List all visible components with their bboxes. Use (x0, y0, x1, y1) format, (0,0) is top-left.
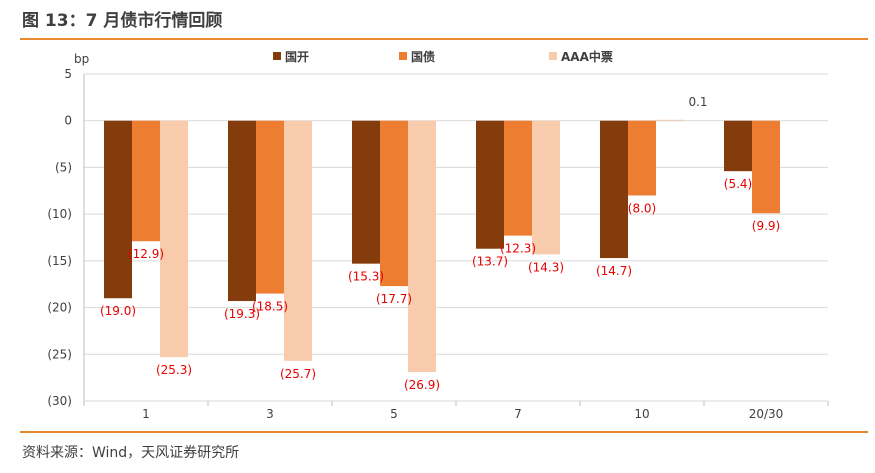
data-label: (15.3) (348, 270, 384, 284)
bar-国债-7 (504, 120, 532, 236)
data-label: (12.3) (500, 242, 536, 256)
data-label: (13.7) (472, 255, 508, 269)
bar-国债-1 (132, 120, 160, 242)
data-label: (17.7) (376, 292, 412, 306)
data-label: (14.7) (596, 264, 632, 278)
legend-label: 国债 (411, 49, 435, 64)
data-label: (19.3) (224, 307, 260, 321)
y-tick-label: (5) (55, 160, 72, 174)
data-label: (9.9) (752, 219, 780, 233)
bar-AAA中票-3 (284, 120, 312, 361)
data-label: (19.0) (100, 304, 136, 318)
data-label: (25.7) (280, 367, 316, 381)
bar-AAA中票-10 (656, 119, 684, 121)
axis-layer: 5 0 (5) (10) (15) (20) (25) (30) bp 1 3 5 7 10 20/30 (47, 52, 829, 421)
bar-国开-3 (228, 120, 256, 302)
source-note: 资料来源：Wind，天风证券研究所 (22, 445, 240, 461)
data-label: (8.0) (628, 201, 656, 215)
y-unit-label: bp (74, 52, 89, 66)
x-tick-label: 20/30 (749, 407, 784, 421)
y-tick-label: (20) (47, 301, 72, 315)
data-label: (26.9) (404, 378, 440, 392)
bar-layer (104, 119, 780, 373)
bar-国开-5 (352, 120, 380, 264)
bar-AAA中票-5 (408, 120, 436, 373)
legend-label: 国开 (285, 50, 309, 64)
legend-swatch (549, 52, 557, 60)
bar-国债-3 (256, 120, 284, 294)
legend: 国开 国债 AAA中票 (273, 49, 613, 64)
y-tick-label: 5 (64, 67, 72, 81)
data-label: (18.5) (252, 300, 288, 314)
y-tick-label: (25) (47, 347, 72, 361)
bar-国债-10 (628, 120, 656, 196)
title-divider (20, 38, 868, 40)
bar-国开-20/30 (724, 120, 752, 172)
bar-AAA中票-1 (160, 120, 188, 358)
data-label: (25.3) (156, 363, 192, 377)
y-tick-label: (10) (47, 207, 72, 221)
y-tick-label: 0 (64, 114, 72, 128)
bar-国开-1 (104, 120, 132, 299)
data-label: 0.1 (688, 95, 707, 109)
y-tick-label: (15) (47, 254, 72, 268)
bar-国债-5 (380, 120, 408, 287)
x-tick-label: 7 (514, 407, 522, 421)
data-label: (14.3) (528, 260, 564, 274)
x-tick-label: 1 (142, 407, 150, 421)
chart-title: 图 13：7 月债市行情回顾 (22, 11, 223, 31)
x-tick-label: 10 (634, 407, 649, 421)
footer-divider (20, 431, 868, 433)
y-tick-label: (30) (47, 394, 72, 408)
bar-国开-10 (600, 120, 628, 259)
x-tick-label: 3 (266, 407, 274, 421)
data-label: (12.9) (128, 247, 164, 261)
bar-国开-7 (476, 120, 504, 249)
data-label: (5.4) (724, 177, 752, 191)
legend-swatch (273, 52, 281, 60)
bar-AAA中票-7 (532, 120, 560, 255)
legend-swatch (399, 52, 407, 60)
bar-国债-20/30 (752, 120, 780, 214)
x-tick-label: 5 (390, 407, 398, 421)
legend-label: AAA中票 (561, 49, 613, 64)
grid-layer (84, 73, 828, 402)
data-label-layer: (19.0) (19.3) (15.3) (13.7) (14.7) (5.4) (12.9… (100, 95, 780, 392)
